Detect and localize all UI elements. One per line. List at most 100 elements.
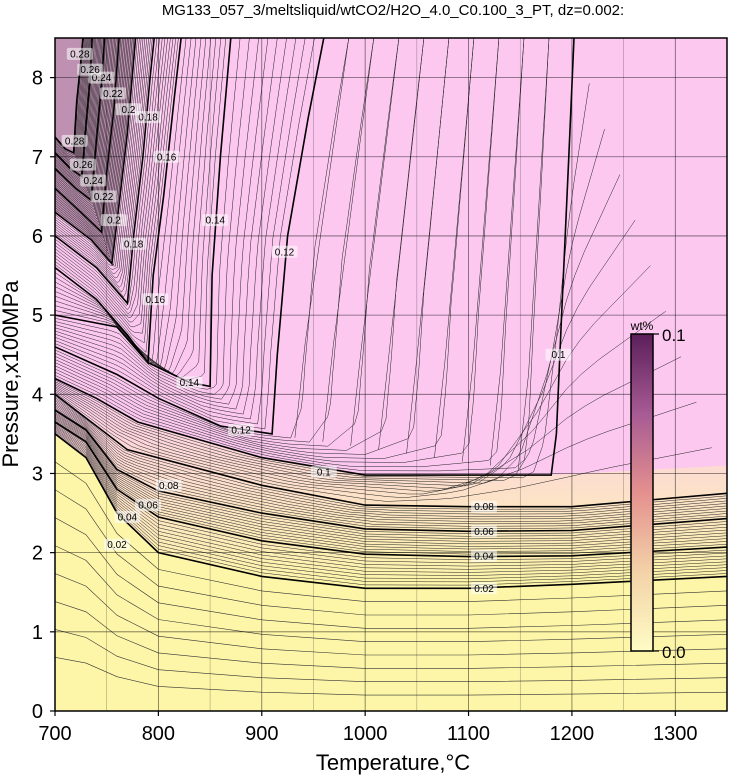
fine-contour (55, 356, 682, 495)
svg-text:0.18: 0.18 (138, 113, 158, 124)
svg-text:0.02: 0.02 (107, 540, 127, 551)
fine-contour (350, 38, 400, 446)
fine-contour (55, 395, 727, 510)
svg-text:0.1: 0.1 (552, 350, 566, 361)
colorbar: wt% 0.1 0.0 (630, 319, 686, 662)
contour-line-0.04 (55, 421, 727, 558)
fine-contour (322, 38, 375, 442)
y-tick-label: 1 (32, 622, 43, 644)
fine-contour (434, 38, 475, 458)
fine-contour (55, 403, 727, 522)
svg-text:0.24: 0.24 (84, 176, 104, 187)
contour-label-0.16: 0.16 (142, 293, 169, 306)
y-tick-label: 4 (32, 384, 43, 406)
contour-line-0.02 (55, 433, 727, 590)
contour-label-0.24: 0.24 (80, 174, 107, 187)
y-axis-title: Pressure,x100MPa (0, 280, 23, 468)
contour-label-0.18: 0.18 (120, 237, 147, 250)
fine-contour (55, 38, 212, 375)
grid-lines (55, 38, 727, 711)
fine-contour (55, 38, 315, 430)
fine-contour (55, 38, 151, 293)
x-axis: 700 800 900 1000 1100 1200 1300 (38, 711, 698, 745)
svg-text:0.12: 0.12 (231, 425, 251, 436)
x-tick-label: 1300 (653, 723, 698, 745)
fine-contour (55, 38, 297, 420)
contour-line-0.06 (55, 409, 727, 533)
fine-contour (55, 401, 727, 520)
fine-contour (55, 38, 475, 459)
svg-text:0.06: 0.06 (138, 501, 158, 512)
x-tick-label: 1000 (343, 723, 388, 745)
contour-label-0.02: 0.02 (104, 538, 131, 551)
fine-contour (55, 265, 651, 489)
fine-contour (517, 38, 550, 470)
colorbar-max-label: 0.1 (662, 326, 686, 345)
chart-title: MG133_057_3/meltsliquid/wtCO2/H2O_4.0_C0… (162, 2, 624, 19)
contour-line-0.12 (55, 38, 325, 435)
fine-contour (55, 397, 727, 512)
fine-contour (55, 310, 666, 492)
contour-label-0.28: 0.28 (66, 47, 93, 60)
y-tick-label: 0 (32, 701, 43, 723)
contour-label-0.26: 0.26 (69, 158, 96, 171)
colorbar-bar (630, 333, 654, 652)
fine-contour (55, 38, 550, 472)
svg-text:0.04: 0.04 (474, 551, 494, 562)
fine-contour (55, 38, 160, 311)
contour-label-0.02: 0.02 (471, 582, 498, 595)
fine-contour (55, 38, 425, 451)
contour-label-0.12: 0.12 (271, 245, 298, 258)
contour-label-0.16: 0.16 (153, 150, 180, 163)
x-tick-label: 700 (38, 723, 71, 745)
fine-contour (55, 38, 146, 279)
svg-text:0.26: 0.26 (80, 65, 100, 76)
fine-contour (55, 392, 712, 502)
svg-text:0.08: 0.08 (159, 481, 179, 492)
contour-label-0.2: 0.2 (115, 103, 142, 116)
svg-text:0.28: 0.28 (65, 136, 85, 147)
contour-line-0.08 (55, 393, 727, 508)
fine-contour (55, 38, 350, 439)
contour-label-0.22: 0.22 (99, 87, 126, 100)
contour-label-0.08: 0.08 (471, 500, 498, 513)
fine-contour (55, 38, 259, 400)
svg-text:0.04: 0.04 (118, 513, 138, 524)
x-tick-label: 900 (245, 723, 278, 745)
contour-label-0.08: 0.08 (155, 479, 182, 492)
svg-text:0.14: 0.14 (206, 216, 226, 227)
contour-label-0.04: 0.04 (471, 549, 498, 562)
contour-labels: 0.020.020.040.040.060.060.080.080.10.10.… (61, 47, 572, 595)
contour-label-0.06: 0.06 (135, 499, 162, 512)
svg-text:0.12: 0.12 (275, 247, 295, 258)
fine-contour (55, 408, 727, 530)
svg-text:0.2: 0.2 (107, 216, 121, 227)
colorbar-unit: wt% (630, 319, 654, 333)
fine-contour (55, 38, 400, 447)
fine-contour (378, 38, 425, 450)
fine-contour (55, 38, 375, 443)
fine-contour (55, 38, 179, 353)
fine-contour (55, 398, 727, 515)
fine-contour (55, 405, 727, 525)
contour-label-0.12: 0.12 (228, 423, 255, 436)
fine-contour (55, 38, 163, 315)
svg-text:0.16: 0.16 (157, 152, 177, 163)
fine-contour (55, 38, 144, 274)
fine-contour (55, 390, 697, 498)
plot-area (55, 38, 727, 711)
contour-label-0.2: 0.2 (100, 214, 127, 227)
fine-contour (294, 38, 350, 438)
fine-contour (55, 38, 217, 377)
svg-text:0.02: 0.02 (474, 584, 494, 595)
colorbar-min-label: 0.0 (662, 643, 686, 662)
contour-line-0.18 (55, 38, 155, 306)
fine-contour (55, 38, 306, 425)
svg-text:0.28: 0.28 (70, 49, 90, 60)
svg-text:0.16: 0.16 (146, 295, 166, 306)
fine-contour (55, 38, 241, 390)
x-tick-label: 800 (142, 723, 175, 745)
major-contour-lines (55, 38, 727, 590)
fine-contour (55, 38, 171, 328)
